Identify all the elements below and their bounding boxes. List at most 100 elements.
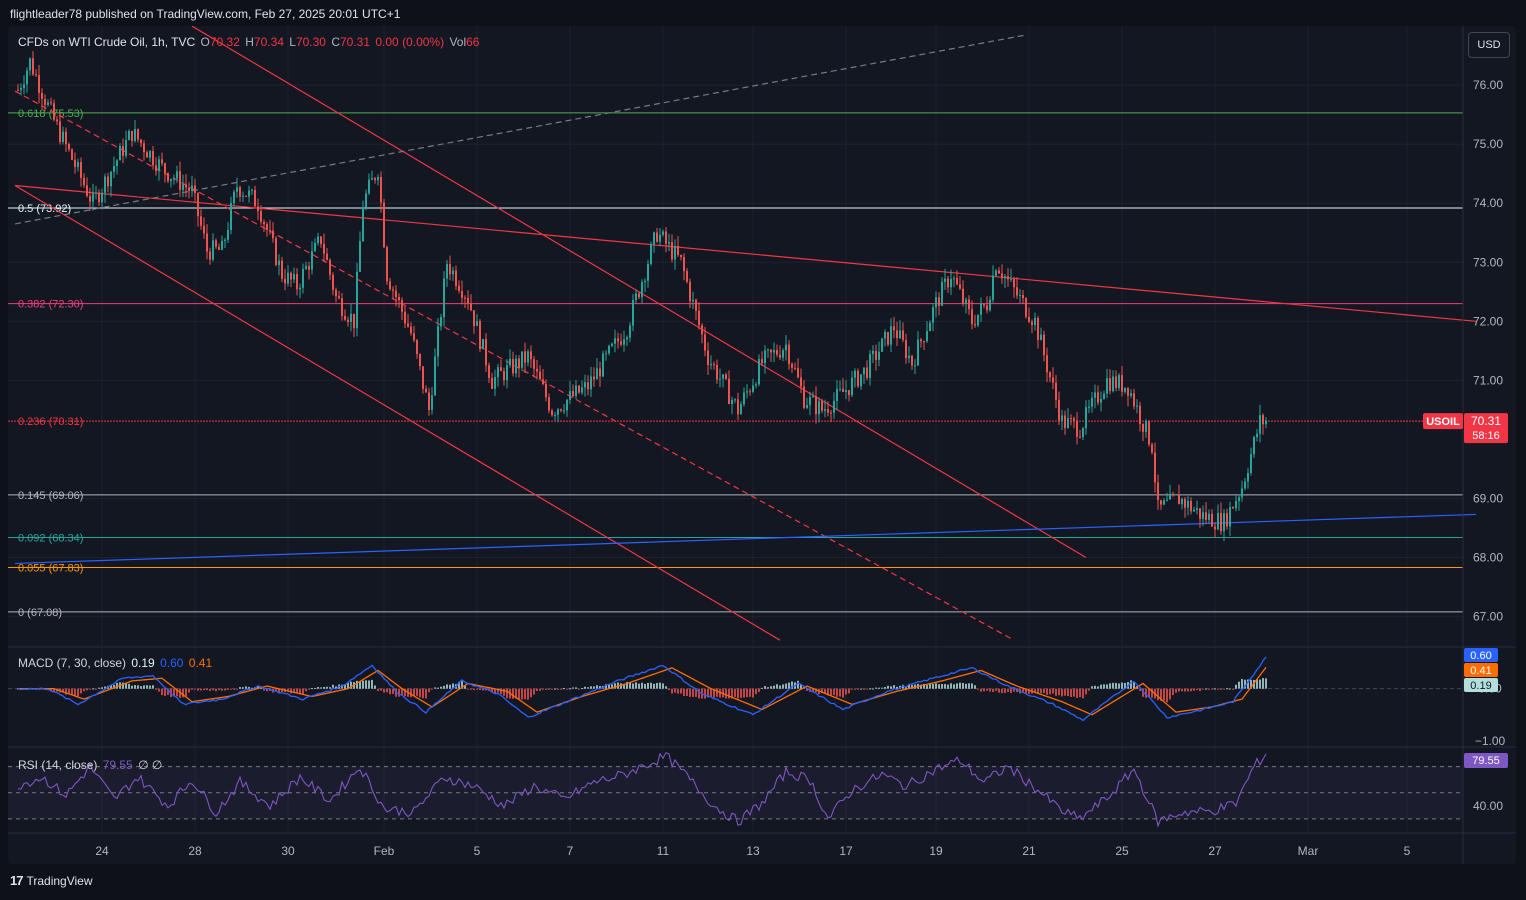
macd-histogram-bar bbox=[80, 688, 82, 694]
macd-histogram-bar bbox=[539, 688, 541, 691]
macd-histogram-bar bbox=[1172, 688, 1174, 696]
candle-body bbox=[923, 341, 925, 343]
candle-body bbox=[959, 284, 961, 289]
y-tick-label: 74.00 bbox=[1473, 196, 1503, 210]
candle-body bbox=[905, 339, 907, 359]
macd-histogram-bar bbox=[209, 688, 211, 691]
candle-body bbox=[1019, 295, 1021, 297]
chart-canvas[interactable]: 0.618 (75.53) 0.5 (73.92) 0.382 (72.30) 0.2… bbox=[8, 26, 1516, 864]
candle-body bbox=[659, 234, 661, 242]
candle-body bbox=[767, 349, 769, 351]
candle-body bbox=[593, 376, 595, 380]
candle-body bbox=[476, 321, 478, 326]
candle-body bbox=[413, 333, 415, 341]
candle-body bbox=[986, 305, 988, 311]
macd-histogram-bar bbox=[707, 688, 709, 698]
macd-histogram-bar bbox=[1073, 688, 1075, 697]
macd-histogram-bar bbox=[104, 686, 106, 689]
candle-body bbox=[326, 253, 328, 260]
macd-histogram-bar bbox=[824, 688, 826, 694]
legend-low: 70.30 bbox=[295, 35, 326, 49]
macd-histogram-bar bbox=[1121, 682, 1123, 689]
macd-histogram-bar bbox=[734, 688, 736, 697]
candle-body bbox=[44, 98, 46, 105]
macd-histogram-bar bbox=[419, 688, 421, 698]
macd-pane bbox=[8, 656, 1473, 722]
macd-histogram-bar bbox=[239, 687, 241, 689]
macd-histogram-bar bbox=[791, 681, 793, 689]
candle-body bbox=[611, 343, 613, 346]
macd-histogram-bar bbox=[500, 688, 502, 694]
macd-histogram-bar bbox=[812, 688, 814, 693]
tradingview-footer[interactable]: 17 TradingView bbox=[10, 873, 93, 888]
macd-histogram-bar bbox=[521, 688, 523, 700]
macd-histogram-bar bbox=[629, 682, 631, 689]
macd-histogram-bar bbox=[554, 688, 556, 690]
candle-body bbox=[1061, 415, 1063, 421]
macd-histogram-bar bbox=[884, 686, 886, 689]
candle-body bbox=[728, 378, 730, 404]
macd-histogram-bar bbox=[1175, 688, 1177, 693]
candle-body bbox=[401, 300, 403, 312]
candle-body bbox=[74, 159, 76, 167]
candle-body bbox=[1028, 316, 1030, 322]
macd-histogram-bar bbox=[1253, 679, 1255, 689]
currency-button[interactable]: USD bbox=[1468, 32, 1510, 58]
macd-histogram-bar bbox=[896, 686, 898, 689]
candle-body bbox=[524, 351, 526, 363]
macd-histogram-bar bbox=[68, 688, 70, 694]
macd-histogram-bar bbox=[53, 688, 55, 692]
macd-histogram-bar bbox=[1226, 688, 1228, 690]
macd-histogram-bar bbox=[401, 688, 403, 695]
candle-body bbox=[932, 307, 934, 323]
tradingview-logo-icon: 17 bbox=[10, 873, 24, 888]
candle-body bbox=[377, 176, 379, 181]
candle-body bbox=[1118, 375, 1120, 388]
candle-body bbox=[59, 121, 61, 142]
x-tick-label: 5 bbox=[474, 844, 481, 858]
candle-body bbox=[1097, 392, 1099, 403]
candle-body bbox=[680, 254, 682, 258]
candle-body bbox=[164, 163, 166, 174]
candle-body bbox=[350, 313, 352, 322]
candle-body bbox=[620, 341, 622, 345]
candle-body bbox=[1112, 376, 1114, 392]
macd-histogram-bar bbox=[1067, 688, 1069, 697]
macd-histogram-bar bbox=[149, 685, 151, 689]
candle-body bbox=[95, 192, 97, 194]
macd-histogram-bar bbox=[533, 688, 535, 695]
candle-body bbox=[617, 338, 619, 342]
macd-histogram-bar bbox=[563, 688, 565, 690]
price-series bbox=[17, 51, 1267, 542]
candle-body bbox=[512, 358, 514, 374]
rsi-value: 79.55 bbox=[102, 758, 133, 772]
rsi-y-tick: 40.00 bbox=[1473, 799, 1503, 813]
candle-body bbox=[473, 310, 475, 326]
candle-body bbox=[752, 385, 754, 392]
macd-histogram-bar bbox=[1139, 688, 1141, 691]
rsi-legend: RSI (14, close) 79.55 ∅ ∅ bbox=[18, 758, 164, 772]
candle-body bbox=[158, 159, 160, 171]
candle-body bbox=[233, 191, 235, 204]
macd-y-tick: −1.00 bbox=[1475, 734, 1506, 748]
candle-body bbox=[608, 345, 610, 354]
candle-body bbox=[29, 58, 31, 71]
macd-histogram-bar bbox=[947, 684, 949, 689]
candle-body bbox=[1217, 512, 1219, 530]
macd-histogram-bar bbox=[821, 688, 823, 694]
macd-histogram-bar bbox=[1025, 688, 1027, 694]
candle-body bbox=[275, 238, 277, 265]
candle-body bbox=[1091, 397, 1093, 407]
macd-histogram-bar bbox=[1166, 688, 1168, 703]
candle-body bbox=[518, 358, 520, 368]
candle-body bbox=[551, 410, 553, 416]
candle-body bbox=[1070, 417, 1072, 419]
macd-histogram-bar bbox=[959, 682, 961, 689]
legend-open: 70.32 bbox=[209, 35, 240, 49]
candle-body bbox=[737, 399, 739, 415]
candle-body bbox=[581, 387, 583, 393]
fib-level-label: 0.145 (69.06) bbox=[18, 490, 83, 502]
candle-body bbox=[545, 384, 547, 398]
macd-histogram-bar bbox=[317, 686, 319, 689]
candle-body bbox=[563, 410, 565, 412]
